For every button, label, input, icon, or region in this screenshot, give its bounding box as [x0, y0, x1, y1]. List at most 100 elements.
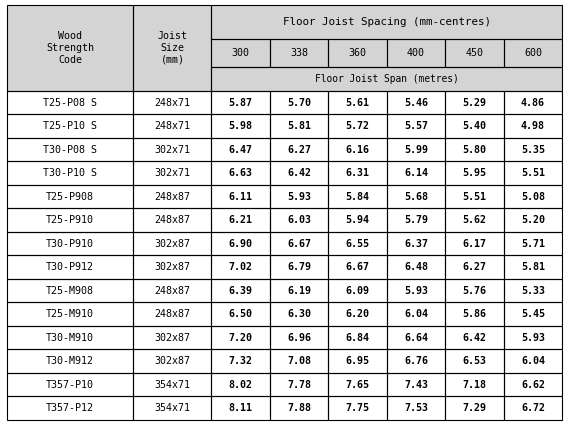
Text: 5.80: 5.80: [463, 145, 486, 155]
Bar: [446, 91, 504, 114]
Bar: [446, 279, 504, 303]
Bar: [446, 185, 504, 208]
Bar: [212, 91, 270, 114]
Bar: [504, 303, 562, 326]
Bar: [7, 185, 134, 208]
Text: 6.72: 6.72: [521, 403, 545, 413]
Bar: [134, 397, 212, 420]
Bar: [328, 138, 387, 162]
Bar: [504, 138, 562, 162]
Bar: [7, 397, 134, 420]
Bar: [270, 373, 328, 397]
Text: 5.93: 5.93: [404, 286, 428, 296]
Bar: [212, 279, 270, 303]
Text: 302x87: 302x87: [154, 333, 191, 343]
Bar: [446, 208, 504, 232]
Bar: [446, 397, 504, 420]
Bar: [270, 114, 328, 138]
Bar: [134, 373, 212, 397]
Text: 5.86: 5.86: [463, 309, 486, 319]
Bar: [212, 349, 270, 373]
Text: 6.50: 6.50: [229, 309, 253, 319]
Bar: [270, 138, 328, 162]
Text: 302x71: 302x71: [154, 168, 191, 178]
Bar: [270, 232, 328, 255]
Bar: [328, 114, 387, 138]
Bar: [328, 326, 387, 349]
Bar: [328, 138, 387, 162]
Bar: [387, 185, 446, 208]
Bar: [270, 326, 328, 349]
Bar: [270, 39, 328, 67]
Bar: [446, 326, 504, 349]
Text: 5.29: 5.29: [463, 98, 486, 108]
Bar: [387, 138, 446, 162]
Text: Joist
Size
(mm): Joist Size (mm): [158, 31, 187, 65]
Bar: [328, 232, 387, 255]
Bar: [212, 39, 270, 67]
Bar: [504, 303, 562, 326]
Bar: [328, 373, 387, 397]
Bar: [446, 114, 504, 138]
Bar: [504, 255, 562, 279]
Text: T357-P10: T357-P10: [46, 380, 94, 390]
Bar: [328, 208, 387, 232]
Text: 6.53: 6.53: [463, 356, 486, 366]
Text: T30-P910: T30-P910: [46, 239, 94, 249]
Text: 6.17: 6.17: [463, 239, 486, 249]
Text: 400: 400: [407, 48, 425, 58]
Text: 6.27: 6.27: [287, 145, 311, 155]
Text: 5.81: 5.81: [287, 121, 311, 131]
Text: 248x87: 248x87: [154, 286, 191, 296]
Bar: [270, 185, 328, 208]
Bar: [446, 397, 504, 420]
Text: T25-M908: T25-M908: [46, 286, 94, 296]
Text: 5.93: 5.93: [287, 192, 311, 202]
Bar: [328, 279, 387, 303]
Text: 6.64: 6.64: [404, 333, 428, 343]
Bar: [504, 162, 562, 185]
Text: 5.70: 5.70: [287, 98, 311, 108]
Bar: [504, 397, 562, 420]
Text: 5.71: 5.71: [521, 239, 545, 249]
Bar: [504, 208, 562, 232]
Bar: [134, 255, 212, 279]
Text: 6.62: 6.62: [521, 380, 545, 390]
Bar: [134, 349, 212, 373]
Text: 5.46: 5.46: [404, 98, 428, 108]
Text: 7.18: 7.18: [463, 380, 486, 390]
Bar: [134, 5, 212, 91]
Bar: [270, 232, 328, 255]
Text: 450: 450: [465, 48, 484, 58]
Bar: [446, 91, 504, 114]
Bar: [134, 208, 212, 232]
Bar: [134, 279, 212, 303]
Bar: [270, 162, 328, 185]
Bar: [212, 91, 270, 114]
Bar: [212, 138, 270, 162]
Text: T25-P910: T25-P910: [46, 215, 94, 225]
Text: Wood
Strength
Code: Wood Strength Code: [46, 31, 94, 65]
Bar: [7, 326, 134, 349]
Bar: [7, 91, 134, 114]
Text: 5.99: 5.99: [404, 145, 428, 155]
Bar: [446, 185, 504, 208]
Bar: [134, 349, 212, 373]
Bar: [212, 349, 270, 373]
Bar: [134, 208, 212, 232]
Bar: [7, 138, 134, 162]
Bar: [134, 185, 212, 208]
Bar: [504, 232, 562, 255]
Bar: [7, 208, 134, 232]
Text: 248x71: 248x71: [154, 121, 191, 131]
Text: 338: 338: [290, 48, 308, 58]
Text: 5.62: 5.62: [463, 215, 486, 225]
Bar: [446, 349, 504, 373]
Text: T30-P08 S: T30-P08 S: [43, 145, 97, 155]
Bar: [446, 162, 504, 185]
Text: T30-P912: T30-P912: [46, 262, 94, 272]
Bar: [270, 373, 328, 397]
Bar: [504, 373, 562, 397]
Bar: [387, 373, 446, 397]
Text: T30-M912: T30-M912: [46, 356, 94, 366]
